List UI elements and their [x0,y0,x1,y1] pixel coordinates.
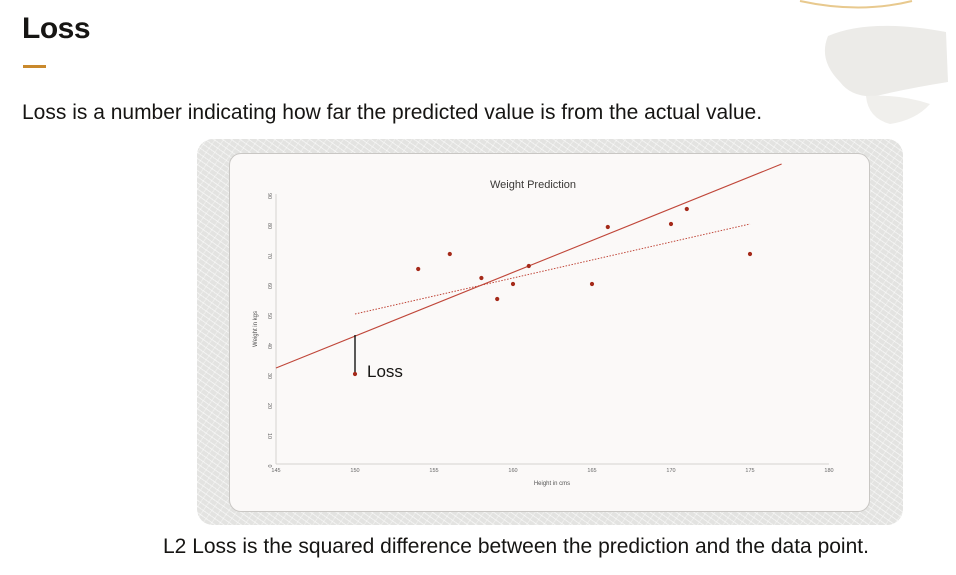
x-tick-label: 150 [350,468,359,474]
y-tick-label: 60 [266,283,272,289]
y-tick-label: 80 [266,223,272,229]
y-tick-label: 0 [266,464,272,467]
x-tick-label: 175 [745,468,754,474]
x-tick-label: 145 [271,468,280,474]
data-point [416,266,421,272]
slide-subtitle: Loss is a number indicating how far the … [22,101,763,124]
y-tick-label: 30 [266,373,272,379]
y-tick-label: 90 [266,193,272,199]
x-tick-label: 155 [429,468,438,474]
decorative-texture [824,25,948,124]
y-tick-label: 70 [266,253,272,259]
data-point [479,275,484,281]
x-axis-label: Height in cms [534,481,570,487]
data-point [447,251,452,257]
data-points [352,206,753,377]
dotted-fit-line [354,223,751,315]
x-tick-label: 165 [587,468,596,474]
title-accent-bar [23,65,46,68]
data-point [352,371,358,377]
data-point [668,221,674,227]
y-tick-label: 10 [266,433,272,439]
slide-footer-text: L2 Loss is the squared difference betwee… [163,535,869,558]
data-point [510,281,516,287]
y-tick-labels: 0 10 20 30 40 50 60 70 80 90 [266,193,272,468]
data-point [526,263,531,269]
data-point [605,224,610,230]
x-tick-label: 170 [666,468,675,474]
y-tick-label: 40 [266,343,272,349]
data-point [589,281,595,287]
chart-card [229,153,870,512]
x-tick-label: 160 [508,468,517,474]
data-point [684,206,689,212]
y-tick-label: 20 [266,403,272,409]
data-point [747,251,753,257]
x-tick-labels: 145 150 155 160 165 170 175 180 [271,468,833,474]
x-tick-label: 180 [824,468,833,474]
y-tick-label: 50 [266,313,272,319]
chart-title: Weight Prediction [490,179,576,191]
y-axis-label: Weight in kgs [253,311,259,347]
loss-label: Loss [367,362,403,381]
slide-title: Loss [22,12,91,45]
loss-annotation: Loss [354,335,403,381]
data-point [495,296,500,302]
